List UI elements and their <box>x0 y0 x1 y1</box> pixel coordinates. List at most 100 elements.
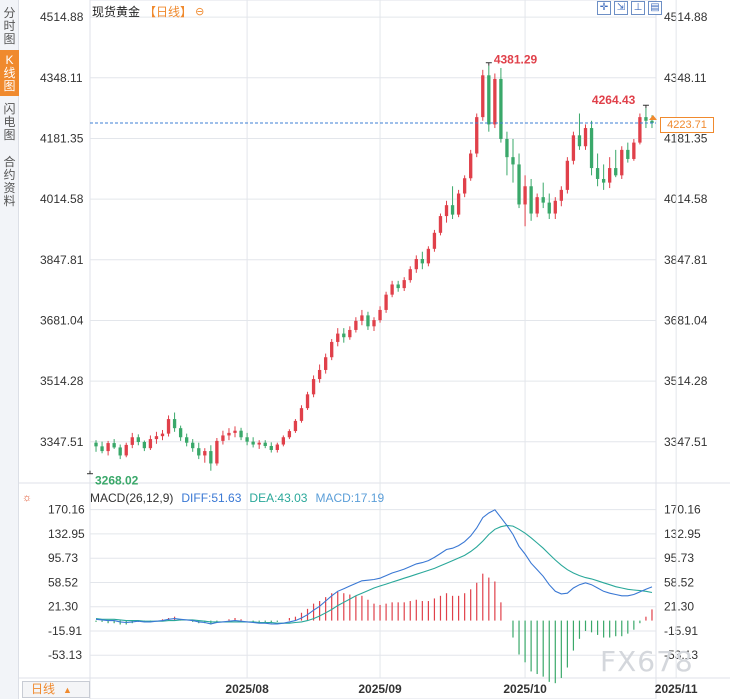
candle-body <box>330 341 334 358</box>
candle-body <box>185 437 189 443</box>
macd-tick-left: -15.91 <box>48 624 82 638</box>
candle-body <box>378 309 382 321</box>
candle-body <box>487 75 491 125</box>
candle-body <box>148 439 153 449</box>
candle-body <box>577 135 582 147</box>
crosshair-icon: ✛ <box>599 2 609 13</box>
macd-header: ☼ MACD(26,12,9) DIFF:51.63 DEA:43.03 MAC… <box>20 491 384 505</box>
indicator-button[interactable]: ⊥ <box>631 1 645 15</box>
candle-body <box>251 441 255 445</box>
price-tick-right: 3347.51 <box>664 435 708 449</box>
zoom-fit-icon: ⇲ <box>616 2 626 13</box>
tab-contract-info[interactable]: 合约资料 <box>0 152 19 212</box>
zoom-fit-button[interactable]: ⇲ <box>614 1 628 15</box>
candle-body <box>547 202 551 214</box>
candle-body <box>281 437 286 445</box>
x-tick-label: 2025/10 <box>503 682 547 696</box>
chart-header: 现货黄金 【日线】 ⊖ <box>92 3 204 19</box>
crosshair-tool-button[interactable]: ✛ <box>597 1 611 15</box>
period-label[interactable]: 日线 <box>156 4 181 19</box>
candle-body <box>414 259 418 270</box>
candle-body <box>493 78 497 125</box>
tab-kline[interactable]: K线图 <box>0 50 19 96</box>
candle-body <box>595 168 600 179</box>
candle-body <box>535 197 539 214</box>
dea-value: DEA:43.03 <box>249 491 308 505</box>
macd-tick-right: -53.13 <box>664 648 698 662</box>
macd-tick-right: 170.16 <box>664 503 701 517</box>
candle-body <box>402 280 406 289</box>
sun-settings-icon[interactable]: ☼ <box>21 492 33 504</box>
circle-minus-icon[interactable]: ⊖ <box>195 5 205 18</box>
indicator-icon: ⊥ <box>633 2 643 13</box>
candle-body <box>323 357 328 370</box>
period-selector[interactable]: 日线 ▲ <box>22 681 90 698</box>
diff-line <box>95 509 653 625</box>
candle-body <box>209 451 213 464</box>
candle-body <box>390 284 394 295</box>
macd-tick-right: -15.91 <box>664 624 698 638</box>
candle-body <box>608 168 612 183</box>
price-tick-right: 4181.35 <box>664 131 708 145</box>
candle-body <box>106 443 110 452</box>
candle-body <box>100 446 104 452</box>
candle-body <box>191 442 195 449</box>
candle-body <box>444 205 449 217</box>
price-tick-right: 4348.11 <box>664 71 707 85</box>
macd-tick-left: 58.52 <box>48 575 78 589</box>
macd-tick-left: 170.16 <box>48 503 85 517</box>
candle-body <box>154 436 159 440</box>
candle-body <box>626 149 630 159</box>
candle-body <box>644 117 648 121</box>
layout-button[interactable]: ▤ <box>648 1 662 15</box>
candle-body <box>438 216 443 233</box>
candle-body <box>136 437 140 442</box>
x-tick-label: 2025/11 <box>655 682 698 696</box>
tab-timeshare[interactable]: 分时图 <box>0 3 19 47</box>
candle-body <box>239 430 243 438</box>
macd-tick-left: 132.95 <box>48 527 85 541</box>
bracket-close: 】 <box>180 4 193 19</box>
candle-body <box>475 117 479 154</box>
candle-body <box>614 168 618 176</box>
candle-body <box>275 444 279 450</box>
candle-body <box>118 447 122 456</box>
tab-flash-chart-label: 闪电图 <box>3 102 16 142</box>
candle-body <box>481 75 485 118</box>
macd-tick-right: 21.30 <box>664 600 694 614</box>
candle-body <box>197 448 201 456</box>
x-tick-label: 2025/09 <box>358 682 402 696</box>
price-tick-right: 3847.81 <box>664 253 708 267</box>
candle-body <box>293 420 298 432</box>
macd-tick-right: 132.95 <box>664 527 701 541</box>
candle-body <box>565 160 570 190</box>
candle-body <box>450 205 455 215</box>
candle-body <box>511 157 515 165</box>
candle-body <box>469 153 473 179</box>
price-tick-right: 3514.28 <box>664 374 708 388</box>
candle-body <box>269 445 273 450</box>
price-tick-left: 3514.28 <box>40 374 84 388</box>
macd-value: MACD:17.19 <box>315 491 385 505</box>
caret-up-icon: ▲ <box>63 685 72 695</box>
candle-body <box>366 315 370 327</box>
macd-tick-right: 58.52 <box>664 575 694 589</box>
candle-body <box>559 189 563 201</box>
candle-body <box>632 142 636 159</box>
price-tick-left: 4014.58 <box>40 192 84 206</box>
candle-body <box>499 78 503 139</box>
high-price-label: 4381.29 <box>494 53 538 67</box>
candle-body <box>178 428 183 438</box>
candle-body <box>372 320 376 327</box>
candle-body <box>456 193 461 215</box>
candle-body <box>553 200 557 214</box>
tab-flash-chart[interactable]: 闪电图 <box>0 99 19 145</box>
candle-body <box>215 440 219 464</box>
candle-body <box>166 419 171 434</box>
price-tick-left: 4181.35 <box>40 131 84 145</box>
candle-body <box>620 149 624 176</box>
candle-body <box>299 408 304 421</box>
candle-body <box>354 320 358 330</box>
macd-tick-left: -53.13 <box>48 648 82 662</box>
